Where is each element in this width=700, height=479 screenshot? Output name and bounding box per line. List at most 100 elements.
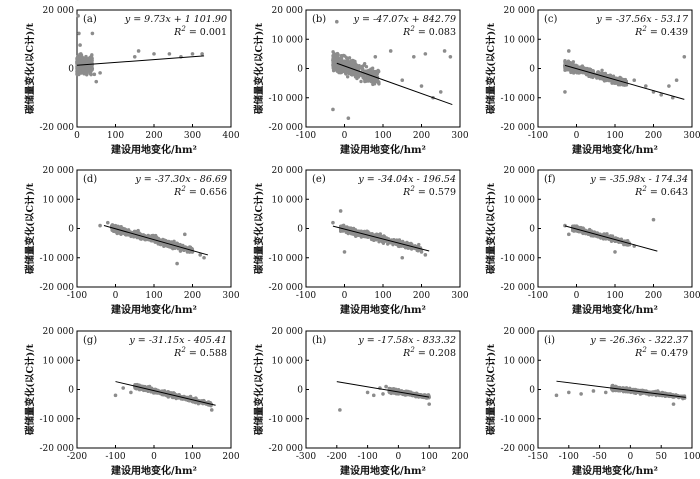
panel-d-xtick-label: 0 [113,291,119,301]
panel-b-point [362,62,367,66]
panel-e-point [367,231,371,235]
panel-h-point [338,408,342,412]
panel-b-point [338,70,342,75]
panel-b-point [369,67,373,71]
panel-d-point [185,250,190,254]
panel-f-xtick-label: 0 [574,291,580,301]
panel-b-point [336,53,340,57]
panel-a-point [89,72,93,77]
panel-b-point [340,60,344,64]
panel-e-label: (e) [312,174,326,185]
panel-c-point [644,84,648,88]
panel-b-equation: y = -47.07x + 842.79 [353,14,456,25]
panel-a-point-cloud [75,52,95,77]
panel-h-point [365,390,370,395]
panel-h-ytick-label: -20 000 [268,444,303,454]
panel-d-r-squared: R2 = 0.656 [173,185,227,198]
panel-h-label: (h) [312,335,326,346]
panel-b-xlabel: 建设用地变化/hm² [339,143,426,156]
panel-c-point [571,60,576,64]
panel-e-xtick-label: 200 [413,291,430,301]
panel-d-xlabel: 建设用地变化/hm² [110,303,197,316]
panel-g-point [113,393,118,398]
panel-c-point [618,82,623,87]
panel-i-ytick-label: 0 [529,386,535,396]
panel-b-xtick-label: -100 [296,131,316,141]
panel-b-point [372,81,376,85]
panel-e-point [342,250,347,254]
panel-d-point [153,233,158,238]
panel-a-label: (a) [83,14,97,25]
panel-h-ylabel: 碳储量变化(以C计)/t [253,343,265,435]
panel-f-xtick-label: 100 [606,291,623,301]
panel-d-point-cloud [109,223,195,254]
panel-h-regression-line [336,381,430,398]
panel-b-point [336,65,341,70]
panel-i-xtick-label: -150 [528,452,548,462]
panel-b-point [353,73,357,77]
panel-b-ytick-label: 0 [297,65,303,75]
panel-i-regression-line [556,380,686,398]
panel-e-point [331,220,335,225]
panel-d-point [178,249,183,253]
panel-f-xtick-label: 300 [683,291,700,301]
panel-c-point [610,81,614,85]
panel-e-point [416,244,420,249]
panel-f-point [622,242,626,247]
panel-b-point [331,50,335,54]
panel-f-ytick-label: -20 000 [500,283,535,293]
panel-f-label: (f) [544,174,556,185]
panel-i-ytick-label: -10 000 [500,415,535,425]
panel-b-r-squared: R2 = 0.083 [402,25,456,38]
panel-d-point [114,224,119,229]
panel-c-xtick-label: 100 [606,131,623,141]
panel-i-point [633,391,638,395]
panel-g-xtick-label: -100 [105,452,125,462]
panel-a-point [94,79,99,84]
panel-b-point [377,82,381,86]
panel-g-r-squared: R2 = 0.588 [173,346,227,359]
panel-h-ytick-label: -10 000 [268,415,303,425]
panel-b-regression-line [336,62,453,106]
panel-b-point [332,59,336,63]
panel-g-point [129,390,133,395]
panel-b-ytick-label: -10 000 [268,94,303,104]
panel-f-point [563,223,567,228]
panel-i-point [591,389,596,393]
panel-g-point [209,408,214,412]
panel-c-point [563,68,567,72]
panel-b-point [331,56,336,61]
panel-g-ytick-label: -20 000 [39,444,74,454]
panel-i-point [554,393,559,398]
panel-d-ytick-label: 20 000 [43,166,75,176]
panel-a-ytick-label: 0 [68,65,74,75]
panel-a-point [167,52,172,56]
panel-g-ytick-label: 0 [68,386,74,396]
panel-c-point [618,75,622,80]
panel-e-point [403,246,408,250]
panel-h-equation: y = -17.58x - 833.32 [357,335,456,346]
panel-c-point [567,49,571,53]
panel-a-point [75,61,79,65]
panel-g-equation: y = -31.15x - 405.41 [128,335,227,346]
panel-i-point [671,402,676,406]
panel-g-ylabel: 碳储量变化(以C计)/t [24,343,36,435]
panel-g-point [162,393,166,397]
panel-e-ytick-label: -20 000 [268,283,303,293]
panel-b-point [356,75,361,79]
panel-b-xtick-label: 100 [374,131,391,141]
panel-a-xtick-label: 400 [222,131,239,141]
panel-c-point [603,72,608,77]
panel-f-point [567,232,571,237]
panel-e-equation: y = -34.04x - 196.54 [357,174,456,185]
panel-c-point [600,68,604,73]
panel-a-point [152,52,156,56]
panel-b-point [366,76,370,80]
panel-b-point [388,49,393,53]
panel-f-r-squared: R2 = 0.643 [634,185,688,198]
panel-g-ytick-label: -10 000 [39,415,74,425]
panel-c-ytick-label: 10 000 [504,35,536,45]
panel-a-xtick-label: 0 [74,131,80,141]
panel-e-ytick-label: 20 000 [272,166,304,176]
panel-b-label: (b) [312,14,326,25]
